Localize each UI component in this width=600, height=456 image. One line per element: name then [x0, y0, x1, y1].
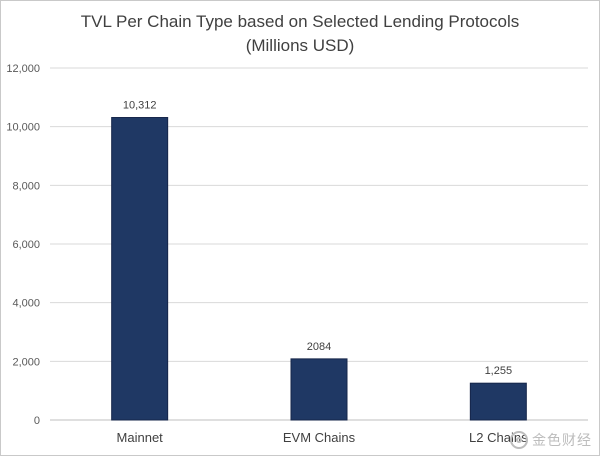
- data-label: 10,312: [123, 100, 157, 112]
- chart-title-line2: (Millions USD): [245, 36, 355, 55]
- bar: [469, 382, 527, 421]
- y-tick-label: 6,000: [12, 239, 40, 251]
- chart-title: TVL Per Chain Type based on Selected Len…: [0, 10, 600, 58]
- category-label: EVM Chains: [283, 430, 356, 445]
- y-tick-label: 0: [34, 415, 40, 427]
- y-tick-label: 10,000: [6, 122, 40, 134]
- bar: [111, 117, 169, 421]
- bar: [290, 358, 348, 421]
- y-tick-label: 8,000: [12, 180, 40, 192]
- chart-title-line1: TVL Per Chain Type based on Selected Len…: [80, 12, 520, 31]
- watermark: 金色财经: [510, 430, 592, 450]
- y-tick-label: 4,000: [12, 298, 40, 310]
- y-tick-label: 12,000: [6, 63, 40, 75]
- coin-logo-icon: [510, 431, 528, 449]
- data-label: 1,255: [485, 365, 513, 377]
- category-label: Mainnet: [117, 430, 164, 445]
- watermark-text: 金色财经: [532, 433, 592, 449]
- data-label: 2084: [307, 341, 331, 353]
- y-tick-label: 2,000: [12, 356, 40, 368]
